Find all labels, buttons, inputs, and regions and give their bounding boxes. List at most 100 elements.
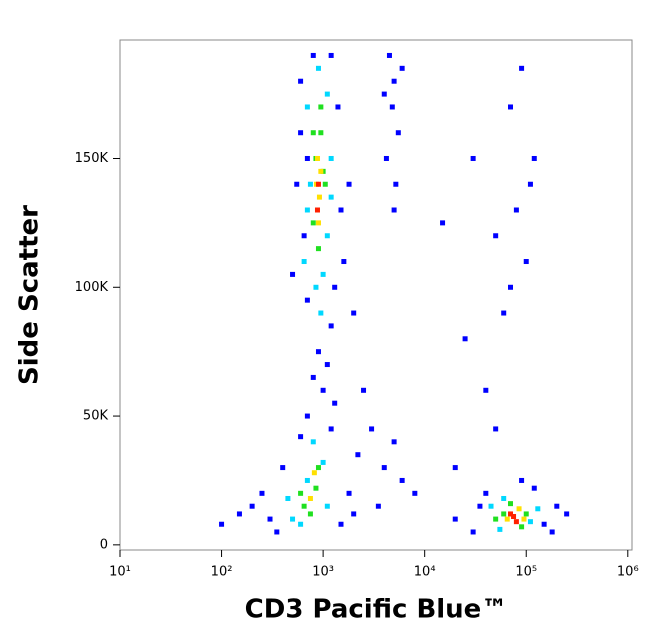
- point: [523, 511, 529, 517]
- point: [290, 271, 296, 277]
- point: [541, 521, 547, 527]
- point: [301, 233, 307, 239]
- point: [501, 310, 507, 316]
- point: [508, 501, 514, 507]
- point: [274, 529, 280, 535]
- point: [328, 52, 334, 58]
- point: [298, 521, 304, 527]
- point: [301, 503, 307, 509]
- point: [304, 477, 310, 483]
- x-axis-title: CD3 Pacific Blue™: [245, 595, 508, 625]
- point: [501, 511, 507, 517]
- y-axis-title: Side Scatter: [15, 205, 45, 385]
- point: [320, 459, 326, 465]
- point: [346, 490, 352, 496]
- point: [549, 529, 555, 535]
- point: [452, 516, 458, 522]
- y-tick-label: 100K: [75, 280, 109, 295]
- point: [535, 506, 541, 512]
- point: [519, 477, 525, 483]
- point: [294, 181, 300, 187]
- point: [328, 155, 334, 161]
- point: [462, 336, 468, 342]
- point: [314, 155, 320, 161]
- point: [508, 511, 514, 517]
- point: [328, 323, 334, 329]
- point: [513, 519, 519, 525]
- point: [511, 514, 517, 520]
- point: [493, 233, 499, 239]
- point: [298, 130, 304, 136]
- point: [488, 503, 494, 509]
- point: [304, 155, 310, 161]
- point: [301, 259, 307, 265]
- point: [483, 490, 489, 496]
- x-tick-label: 10²: [211, 565, 233, 580]
- point: [399, 477, 405, 483]
- x-tick-label: 10⁵: [515, 565, 537, 580]
- point: [267, 516, 273, 522]
- point: [440, 220, 446, 226]
- point: [332, 400, 338, 406]
- point: [452, 465, 458, 471]
- point: [310, 374, 316, 380]
- point: [324, 91, 330, 97]
- point: [307, 511, 313, 517]
- point: [477, 503, 483, 509]
- point: [259, 490, 265, 496]
- point: [304, 297, 310, 303]
- point: [315, 181, 321, 187]
- point: [346, 181, 352, 187]
- point: [508, 284, 514, 290]
- point: [290, 516, 296, 522]
- point: [412, 490, 418, 496]
- point: [310, 52, 316, 58]
- point: [493, 516, 499, 522]
- point: [519, 65, 525, 71]
- point: [219, 521, 225, 527]
- point: [508, 104, 514, 110]
- point: [313, 485, 319, 491]
- point: [315, 220, 321, 226]
- point: [315, 349, 321, 355]
- point: [383, 155, 389, 161]
- point: [298, 78, 304, 84]
- point: [393, 181, 399, 187]
- point: [369, 426, 375, 432]
- point: [318, 168, 324, 174]
- point: [355, 452, 361, 458]
- point: [391, 439, 397, 445]
- x-tick-label: 10⁶: [617, 565, 639, 580]
- x-tick-label: 10⁴: [414, 565, 436, 580]
- point: [324, 233, 330, 239]
- point: [285, 495, 291, 501]
- point: [375, 503, 381, 509]
- point: [318, 310, 324, 316]
- point: [516, 506, 522, 512]
- point: [335, 104, 341, 110]
- point: [310, 220, 316, 226]
- point: [320, 271, 326, 277]
- point: [470, 155, 476, 161]
- point: [493, 426, 499, 432]
- point: [564, 511, 570, 517]
- point: [527, 519, 533, 525]
- point: [501, 495, 507, 501]
- point: [519, 524, 525, 530]
- point: [304, 104, 310, 110]
- point: [338, 207, 344, 213]
- point: [332, 284, 338, 290]
- point: [298, 490, 304, 496]
- point: [504, 516, 510, 522]
- point: [351, 511, 357, 517]
- point: [399, 65, 405, 71]
- point: [298, 434, 304, 440]
- point: [324, 503, 330, 509]
- point: [322, 181, 328, 187]
- point: [328, 426, 334, 432]
- point: [314, 207, 320, 213]
- point: [338, 521, 344, 527]
- point: [395, 130, 401, 136]
- point: [307, 181, 313, 187]
